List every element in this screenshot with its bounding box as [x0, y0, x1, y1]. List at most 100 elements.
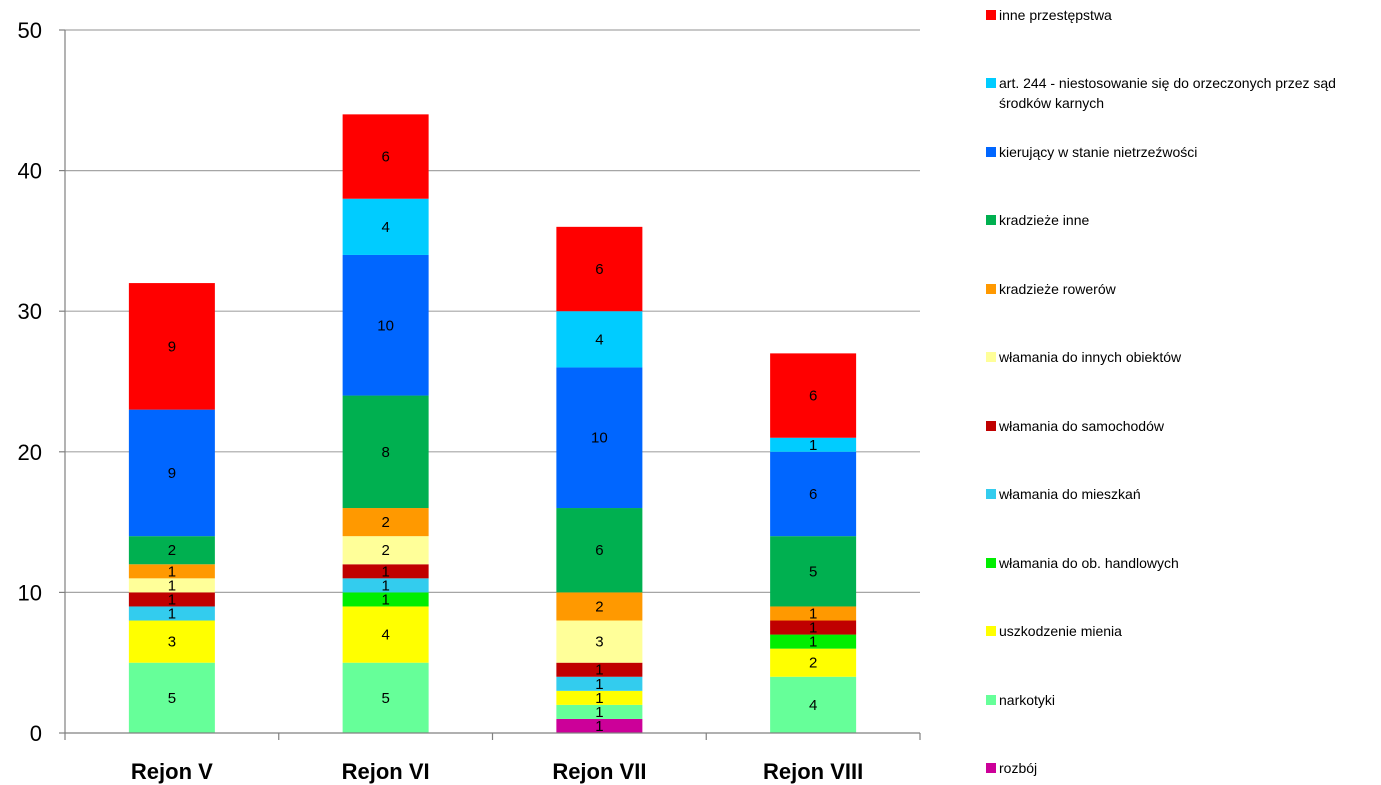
legend-item: włamania do innych obiektów — [986, 347, 1376, 367]
bar-segment — [128, 620, 215, 663]
data-label: 6 — [595, 261, 603, 278]
bar-segment — [770, 437, 857, 452]
data-label: 1 — [595, 690, 603, 707]
legend-swatch — [986, 283, 996, 294]
legend-item: włamania do mieszkań — [986, 484, 1376, 504]
legend-item: art. 244 - niestosowanie się do orzeczon… — [986, 73, 1376, 113]
x-category-label: Rejon V — [131, 759, 213, 784]
bar-segment — [342, 114, 429, 199]
legend-label: kierujący w stanie nietrzeźwości — [999, 143, 1198, 160]
bar-segment — [770, 353, 857, 438]
data-label: 9 — [168, 338, 176, 355]
bar-segment — [342, 536, 429, 565]
data-label: 1 — [168, 577, 176, 594]
bar-segment — [128, 578, 215, 593]
bar-segment — [556, 620, 643, 663]
y-tick-label: 50 — [18, 18, 42, 43]
legend-swatch — [986, 78, 996, 89]
data-label: 1 — [168, 563, 176, 580]
legend-swatch — [986, 557, 996, 568]
data-label: 5 — [809, 563, 817, 580]
data-label: 6 — [809, 486, 817, 503]
bar-segment — [556, 592, 643, 621]
data-label: 1 — [809, 437, 817, 454]
bar-segment — [556, 508, 643, 593]
legend-label: kradzieże inne — [999, 212, 1090, 229]
data-label: 10 — [377, 317, 394, 334]
legend-label: włamania do mieszkań — [999, 486, 1141, 503]
bar-segment — [128, 409, 215, 537]
data-label: 2 — [381, 514, 389, 531]
data-label: 4 — [809, 697, 817, 714]
legend-item: kierujący w stanie nietrzeźwości — [986, 142, 1376, 162]
axes: 0 10 20 30 40 50 Rejon V Rejon VI Rejon VII Rejon… — [18, 18, 921, 784]
data-label: 1 — [168, 605, 176, 622]
bar-segment — [556, 311, 643, 368]
legend-item: rozbój — [986, 758, 1376, 778]
data-label: 1 — [168, 591, 176, 608]
legend-item: uszkodzenie mienia — [986, 621, 1376, 641]
data-label: 4 — [381, 219, 389, 236]
bar-segment — [128, 592, 215, 607]
bar-segment — [556, 704, 643, 719]
legend-item: narkotyki — [986, 690, 1376, 710]
data-label: 1 — [595, 718, 603, 735]
data-label: 1 — [809, 634, 817, 651]
data-label: 1 — [809, 605, 817, 622]
legend-label: narkotyki — [999, 691, 1056, 708]
bar-segment — [342, 564, 429, 579]
bar-segment — [556, 662, 643, 677]
legend-label: uszkodzenie mienia — [999, 623, 1122, 640]
legend-swatch — [986, 489, 996, 500]
data-label: 6 — [381, 149, 389, 166]
bar-segment — [128, 662, 215, 733]
legend-swatch — [986, 694, 996, 705]
legend-label: włamania do innych obiektów — [999, 349, 1182, 366]
bar-segment — [770, 634, 857, 649]
data-label: 5 — [168, 690, 176, 707]
legend-label: kradzieże rowerów — [999, 280, 1116, 297]
data-label: 3 — [168, 634, 176, 651]
data-label: 2 — [809, 655, 817, 672]
data-labels: 5311112995411122810461111132610464211156… — [168, 149, 818, 735]
legend-label: włamania do samochodów — [999, 417, 1164, 434]
legend-swatch — [986, 763, 996, 773]
y-tick-label: 20 — [18, 440, 42, 465]
bar-segment — [770, 648, 857, 677]
data-label: 1 — [595, 662, 603, 679]
data-label: 4 — [381, 627, 389, 644]
legend-item: kradzieże rowerów — [986, 279, 1376, 299]
data-label: 2 — [381, 542, 389, 559]
bars — [128, 114, 857, 733]
x-category-label: Rejon VII — [552, 759, 646, 784]
legend-label: włamania do ob. handlowych — [999, 554, 1179, 571]
legend-swatch — [986, 626, 996, 637]
y-tick-label: 10 — [18, 580, 42, 605]
data-label: 4 — [595, 331, 603, 348]
bar-segment — [556, 718, 643, 733]
legend-item: włamania do samochodów — [986, 416, 1376, 436]
bar-segment — [770, 451, 857, 537]
legend-swatch — [986, 146, 996, 157]
bar-segment — [128, 564, 215, 579]
data-label: 1 — [381, 563, 389, 580]
data-label: 8 — [381, 444, 389, 461]
data-label: 9 — [168, 465, 176, 482]
data-label: 3 — [595, 634, 603, 651]
bar-segment — [556, 367, 643, 509]
data-label: 1 — [595, 704, 603, 721]
y-tick-label: 0 — [30, 721, 42, 746]
bar-segment — [556, 676, 643, 691]
bar-segment — [342, 395, 429, 509]
legend-swatch — [986, 10, 996, 20]
bar-segment — [770, 606, 857, 621]
bar-segment — [128, 536, 215, 565]
bar-segment — [556, 226, 643, 312]
bar-segment — [128, 606, 215, 621]
legend: inne przestępstwa art. 244 - niestosowani… — [986, 0, 1381, 785]
bar-segment — [342, 592, 429, 607]
legend-swatch — [986, 215, 996, 226]
bar-segment — [342, 606, 429, 663]
data-label: 6 — [809, 388, 817, 405]
legend-label: inne przestępstwa — [999, 7, 1112, 23]
